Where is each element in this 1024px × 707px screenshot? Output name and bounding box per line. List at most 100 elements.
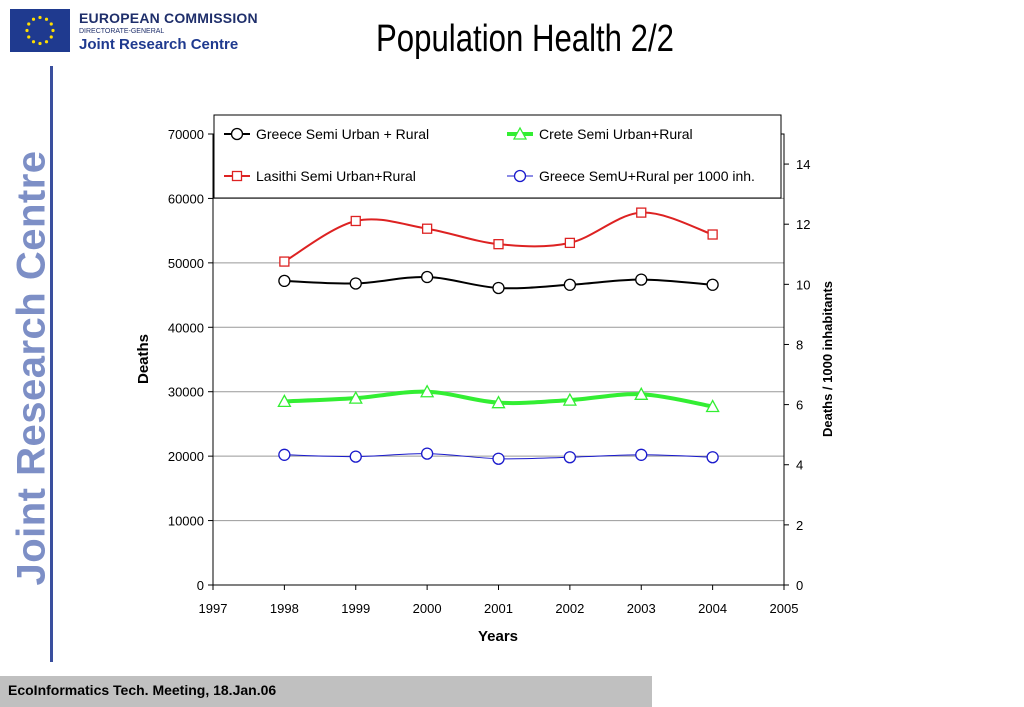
data-point — [493, 239, 504, 250]
series-3 — [278, 447, 719, 465]
footer-bar: EcoInformatics Tech. Meeting, 18.Jan.06 — [0, 676, 652, 707]
footer-text: EcoInformatics Tech. Meeting, 18.Jan.06 — [8, 682, 277, 698]
flag-star-icon — [31, 40, 36, 44]
data-point — [706, 278, 719, 291]
data-point — [492, 281, 505, 295]
data-point — [635, 273, 648, 286]
y-tick-label: 70000 — [168, 127, 204, 142]
legend-marker — [512, 126, 528, 140]
y-tick-label: 60000 — [168, 191, 204, 206]
data-point — [420, 384, 435, 398]
series-2 — [279, 207, 718, 267]
series-line — [283, 211, 713, 263]
chart-legend: Greece Semi Urban + Rural Crete Semi Urba… — [213, 114, 782, 199]
data-point — [564, 237, 576, 249]
y2-tick-label: 0 — [796, 578, 803, 593]
x-tick-label: 2000 — [413, 601, 442, 616]
legend-marker — [230, 127, 244, 141]
x-axis-label: Years — [478, 628, 518, 645]
data-point — [278, 274, 291, 288]
y2-tick-label: 6 — [796, 398, 803, 413]
data-point — [420, 447, 434, 460]
page-title: Population Health 2/2 — [376, 18, 674, 60]
x-tick-label: 2002 — [555, 601, 584, 616]
data-point — [562, 392, 577, 406]
y2-tick-label: 10 — [796, 277, 810, 292]
x-tick-label: 2003 — [627, 601, 656, 616]
flag-star-icon — [27, 35, 31, 39]
data-point — [636, 207, 647, 218]
x-tick-label: 1999 — [341, 601, 370, 616]
data-point — [349, 277, 362, 290]
flag-star-icon — [38, 41, 42, 46]
data-point — [492, 452, 505, 465]
eu-flag-stars — [25, 15, 55, 46]
flag-star-icon — [44, 17, 49, 21]
data-point — [563, 451, 577, 464]
data-point — [279, 256, 290, 267]
flag-star-icon — [31, 17, 36, 21]
line-chart: 0 10000 20000 30000 40000 50000 60000 70000 0 2 4 6… — [135, 114, 835, 645]
data-point — [349, 450, 362, 463]
y2-tick-label: 8 — [796, 337, 803, 352]
data-point — [350, 215, 361, 227]
org-name: EUROPEAN COMMISSION — [79, 10, 258, 26]
legend-label: Lasithi Semi Urban+Rural — [256, 168, 416, 184]
y2-tick-label: 14 — [796, 157, 810, 172]
directorate-label: DIRECTORATE-GENERAL — [79, 28, 165, 35]
ec-logo: EUROPEAN COMMISSION DIRECTORATE-GENERAL … — [10, 9, 258, 55]
legend-box — [213, 114, 782, 199]
legend-label: Greece SemU+Rural per 1000 inh. — [539, 168, 755, 184]
data-point — [706, 451, 719, 464]
flag-star-icon — [51, 28, 55, 33]
legend-marker — [513, 169, 527, 183]
legend-item: Crete Semi Urban+Rural — [507, 126, 693, 142]
y2-tick-label: 4 — [796, 458, 803, 473]
chart-axes: 0 10000 20000 30000 40000 50000 60000 70000 0 2 4 6… — [168, 127, 811, 616]
legend-label: Crete Semi Urban+Rural — [539, 126, 693, 142]
flag-star-icon — [27, 22, 31, 26]
y-tick-label: 50000 — [168, 256, 204, 271]
y-tick-label: 20000 — [168, 449, 204, 464]
data-point — [563, 278, 577, 291]
series-1 — [277, 384, 720, 413]
flag-star-icon — [38, 15, 42, 20]
data-point — [707, 229, 718, 240]
y-tick-label: 40000 — [168, 320, 204, 335]
eu-flag-icon — [10, 9, 70, 52]
side-divider — [50, 66, 53, 662]
y2-axis-label: Deaths / 1000 inhabitants — [820, 281, 835, 437]
x-tick-label: 2004 — [698, 601, 727, 616]
data-point — [705, 399, 720, 413]
chart-series — [277, 207, 720, 465]
data-point — [635, 448, 648, 461]
series-0 — [278, 270, 719, 295]
data-point — [491, 395, 506, 409]
y2-tick-label: 12 — [796, 217, 810, 232]
y2-tick-label: 2 — [796, 518, 803, 533]
legend-item: Greece Semi Urban + Rural — [224, 126, 429, 142]
x-tick-label: 2001 — [484, 601, 513, 616]
flag-star-icon — [25, 28, 29, 33]
data-point — [421, 223, 433, 234]
legend-item: Greece SemU+Rural per 1000 inh. — [507, 168, 755, 184]
data-point — [277, 394, 292, 408]
x-tick-label: 1997 — [199, 601, 228, 616]
chart-gridlines — [213, 197, 784, 522]
x-tick-label: 1998 — [270, 601, 299, 616]
legend-marker — [231, 170, 243, 182]
data-point — [348, 390, 363, 404]
flag-star-icon — [49, 35, 53, 39]
centre-name: Joint Research Centre — [79, 36, 239, 53]
legend-label: Greece Semi Urban + Rural — [256, 126, 429, 142]
y-tick-label: 10000 — [168, 514, 204, 529]
flag-star-icon — [49, 22, 53, 26]
x-tick-label: 2005 — [770, 601, 799, 616]
data-point — [420, 270, 434, 284]
plot-area — [212, 133, 785, 586]
y-tick-label: 30000 — [168, 385, 204, 400]
legend-item: Lasithi Semi Urban+Rural — [224, 168, 416, 184]
y-tick-label: 0 — [197, 578, 204, 593]
y-axis-label: Deaths — [135, 334, 152, 384]
data-point — [278, 448, 291, 461]
